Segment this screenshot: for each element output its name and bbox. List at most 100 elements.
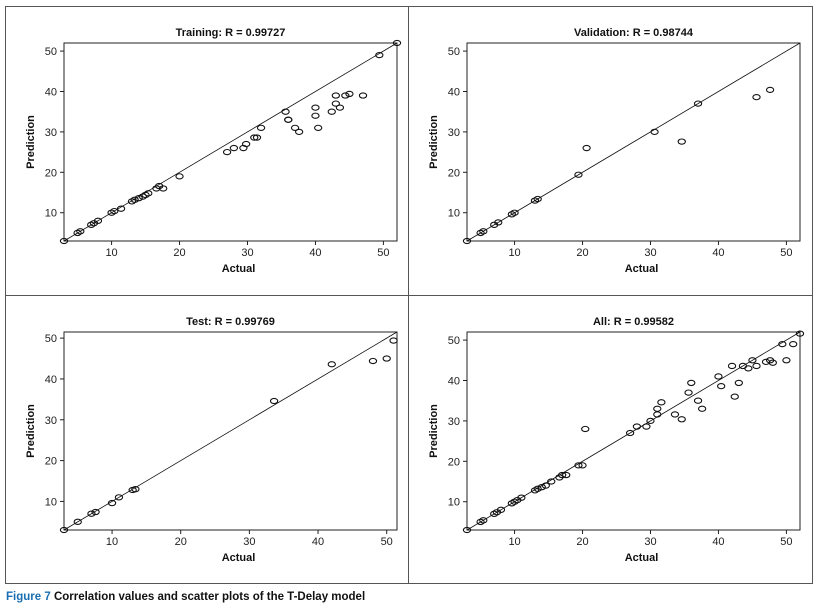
data-point — [93, 217, 103, 224]
data-point — [752, 362, 761, 370]
scatter-chart: Training: R = 0.99727 10 20 30 40 50 10 20 30 40 5… — [25, 27, 402, 275]
data-point — [657, 399, 666, 406]
data-point — [134, 195, 143, 202]
data-point — [311, 104, 320, 111]
data-point — [574, 171, 583, 178]
data-point — [314, 124, 323, 132]
data-point — [341, 92, 350, 99]
data-point — [507, 211, 517, 218]
x-tick-label: 50 — [381, 536, 393, 548]
x-tick-label: 40 — [309, 247, 321, 259]
data-point — [748, 357, 757, 364]
data-point — [269, 397, 279, 405]
data-point — [358, 92, 368, 99]
data-point — [462, 526, 472, 534]
data-point — [311, 112, 320, 119]
y-tick-label: 40 — [448, 375, 460, 387]
data-point — [795, 330, 805, 337]
data-point — [490, 510, 499, 517]
data-point — [730, 393, 739, 400]
x-tick-label: 20 — [173, 247, 185, 259]
data-point — [677, 416, 686, 423]
y-axis-label: Prediction — [428, 404, 440, 458]
data-point — [87, 510, 96, 517]
data-point — [510, 209, 519, 216]
data-point — [159, 185, 168, 192]
y-tick-label: 20 — [448, 167, 460, 179]
plot-area — [466, 42, 801, 242]
data-point — [684, 389, 693, 396]
data-point — [642, 423, 651, 430]
data-point — [547, 478, 556, 485]
y-tick-label: 10 — [45, 496, 57, 508]
data-point — [677, 138, 686, 145]
chart-title: Validation: R = 0.98744 — [574, 27, 694, 39]
data-point — [476, 518, 485, 526]
data-point — [389, 337, 398, 344]
data-point — [646, 417, 655, 425]
y-tick-label: 50 — [448, 46, 460, 58]
data-point — [375, 51, 384, 59]
y-axis-label: Prediction — [25, 115, 37, 169]
y-tick-label: 30 — [45, 127, 57, 139]
data-point — [91, 508, 100, 516]
figure-caption: Figure 7 Correlation values and scatter … — [6, 591, 365, 603]
y-tick-label: 10 — [448, 208, 460, 220]
data-point — [331, 92, 340, 99]
x-tick-label: 10 — [106, 536, 118, 548]
x-axis-label: Actual — [222, 552, 256, 564]
data-point — [727, 362, 737, 370]
scatter-chart: Validation: R = 0.98744 10 20 30 40 50 10 20 30 4… — [428, 27, 801, 275]
x-tick-label: 40 — [312, 536, 324, 548]
data-point — [335, 104, 345, 111]
data-point — [734, 379, 743, 387]
data-point — [345, 90, 354, 98]
y-tick-label: 40 — [448, 86, 460, 98]
data-point — [368, 357, 378, 365]
horizontal-divider — [5, 295, 813, 296]
data-point — [653, 411, 662, 418]
data-point — [625, 429, 635, 437]
y-tick-label: 40 — [45, 86, 57, 98]
x-tick-label: 30 — [644, 536, 656, 548]
data-point — [479, 228, 488, 235]
x-axis-label: Actual — [625, 263, 659, 275]
data-point — [670, 411, 680, 418]
data-point — [693, 100, 703, 107]
data-point — [632, 423, 642, 430]
figure-caption-text: Correlation values and scatter plots of … — [53, 591, 366, 603]
x-tick-label: 40 — [712, 247, 724, 259]
data-point — [294, 128, 304, 136]
plot-area — [466, 331, 801, 531]
data-point — [241, 140, 251, 148]
data-point — [557, 471, 567, 479]
data-point — [59, 237, 69, 245]
data-point — [138, 193, 147, 200]
data-point — [392, 39, 402, 47]
data-point — [496, 506, 506, 513]
panel-validation: Validation: R = 0.98744 10 20 30 40 50 10 20 30 4… — [409, 7, 811, 295]
data-point — [533, 195, 542, 203]
data-point — [110, 207, 119, 215]
data-point — [778, 340, 787, 348]
fit-line — [63, 42, 398, 242]
data-point — [284, 116, 293, 123]
y-tick-label: 30 — [448, 127, 460, 139]
x-tick-label: 30 — [243, 536, 255, 548]
data-point — [578, 462, 587, 469]
data-point — [530, 487, 540, 494]
fit-line — [63, 331, 398, 531]
data-point — [581, 425, 590, 433]
y-tick-label: 10 — [448, 497, 460, 509]
y-tick-label: 40 — [45, 374, 57, 386]
x-tick-label: 20 — [175, 536, 187, 548]
x-tick-label: 50 — [780, 247, 792, 259]
data-point — [697, 405, 707, 412]
data-point — [562, 471, 571, 479]
data-point — [331, 100, 340, 107]
data-point — [582, 144, 591, 152]
data-point — [114, 494, 124, 501]
chart-title: Test: R = 0.99769 — [186, 316, 275, 328]
y-tick-label: 30 — [45, 415, 57, 427]
data-point — [789, 340, 798, 348]
